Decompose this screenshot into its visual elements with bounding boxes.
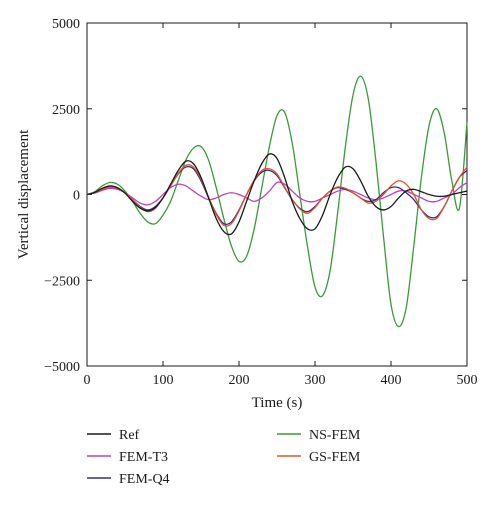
series-lines <box>86 75 468 328</box>
y-tick-label: 5000 <box>52 17 80 32</box>
plot-frame <box>86 22 468 367</box>
y-axis-label: Vertical displacement <box>16 129 32 259</box>
x-tick-label: 200 <box>229 373 250 388</box>
legend-label-ref: Ref <box>119 428 140 443</box>
x-tick-label: 300 <box>305 373 326 388</box>
plot-border <box>86 22 468 367</box>
y-axis: 5000 2500 0 −2500 −5000 <box>44 17 467 375</box>
x-tick-label: 400 <box>381 373 402 388</box>
y-tick-label: −2500 <box>44 274 80 289</box>
series-line-ns-fem <box>86 75 468 328</box>
x-tick-label: 0 <box>84 373 91 388</box>
y-tick-label: 0 <box>73 189 80 204</box>
x-axis: 0 100 200 300 400 500 <box>84 23 478 388</box>
series-line-fem-t3 <box>86 181 468 206</box>
x-axis-label: Time (s) <box>252 395 303 411</box>
legend-label-gs-fem: GS-FEM <box>309 450 361 465</box>
series-line-ref <box>86 153 468 236</box>
series-line-gs-fem <box>86 164 468 227</box>
series-line-fem-q4 <box>86 165 468 225</box>
legend: Ref NS-FEM FEM-T3 GS-FEM FEM-Q4 <box>87 428 361 487</box>
legend-label-fem-t3: FEM-T3 <box>119 450 168 465</box>
y-tick-label: −5000 <box>44 360 80 375</box>
x-tick-label: 500 <box>457 373 478 388</box>
legend-label-fem-q4: FEM-Q4 <box>119 472 170 487</box>
y-tick-label: 2500 <box>52 103 80 118</box>
legend-label-ns-fem: NS-FEM <box>309 428 361 443</box>
x-tick-label: 100 <box>153 373 174 388</box>
